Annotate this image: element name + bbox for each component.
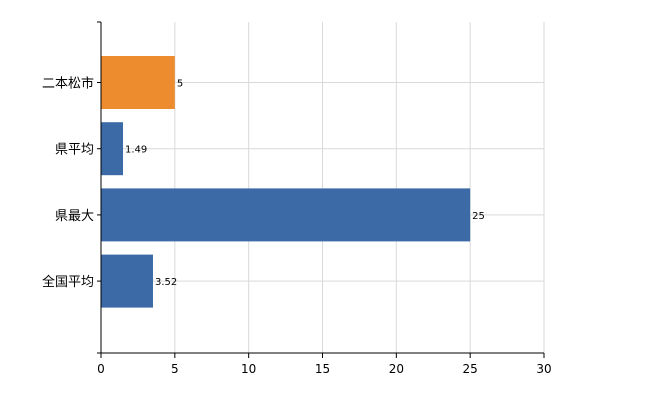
axes — [97, 21, 545, 358]
bars — [101, 56, 471, 308]
bar — [101, 56, 175, 109]
data-label: 1.49 — [125, 145, 147, 156]
category-label: 県最大 — [55, 209, 94, 224]
x-tick-label: 0 — [97, 362, 105, 376]
x-tick-label: 5 — [171, 362, 179, 376]
data-label: 5 — [177, 79, 183, 90]
x-tick-label: 10 — [241, 362, 256, 376]
data-label: 3.52 — [155, 277, 177, 288]
data-label: 25 — [472, 211, 485, 222]
labels: 5 二本松市 1.49 県平均 25 県最大 3.52 全国平均 0 5 10 15 20 25 30 — [42, 76, 552, 377]
bar — [101, 188, 471, 242]
category-label: 全国平均 — [42, 274, 94, 290]
category-label: 県平均 — [55, 143, 94, 158]
x-tick-label: 30 — [536, 362, 551, 376]
bar — [101, 254, 153, 308]
category-label: 二本松市 — [42, 76, 94, 92]
x-tick-label: 20 — [389, 362, 404, 376]
x-tick-label: 15 — [315, 362, 330, 376]
bar — [101, 122, 124, 176]
x-tick-label: 25 — [463, 362, 478, 376]
